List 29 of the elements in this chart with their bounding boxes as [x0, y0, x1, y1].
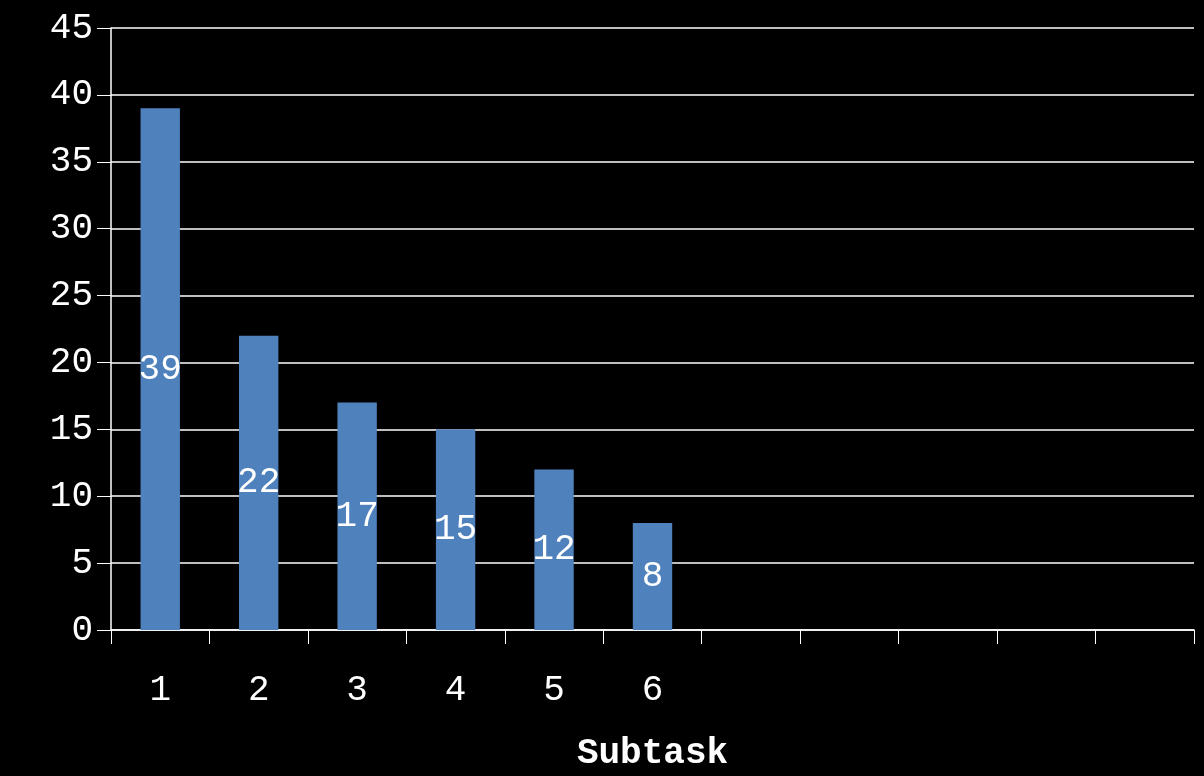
- x-tick-label: 5: [543, 669, 565, 711]
- x-tick-label: 3: [346, 669, 368, 711]
- x-tick-label: 1: [149, 669, 172, 711]
- y-tick-label: 30: [49, 208, 93, 250]
- data-label: 15: [433, 509, 478, 551]
- y-tick-label: 35: [49, 141, 93, 183]
- x-axis-title: Subtask: [576, 732, 729, 774]
- data-label: 8: [641, 555, 664, 597]
- bar: [337, 402, 377, 630]
- y-tick-label: 40: [49, 74, 93, 116]
- data-label: 22: [237, 462, 281, 504]
- y-tick-label: 5: [71, 542, 93, 584]
- y-tick-label: 10: [49, 475, 93, 517]
- x-tick-label: 4: [444, 669, 467, 711]
- data-label: 39: [138, 348, 182, 390]
- x-tick-label: 2: [247, 669, 270, 711]
- bar: [238, 335, 279, 630]
- bar: [632, 522, 673, 630]
- y-tick-label: 45: [49, 7, 93, 49]
- bar: [140, 108, 180, 630]
- y-tick-label: 25: [49, 275, 93, 317]
- bar: [534, 469, 574, 630]
- x-tick-label: 6: [641, 669, 664, 711]
- data-label: 12: [532, 529, 576, 571]
- y-tick-label: 20: [49, 341, 93, 383]
- y-tick-label: 0: [71, 609, 93, 651]
- data-label: 17: [335, 495, 379, 537]
- y-tick-label: 15: [49, 408, 93, 450]
- bar: [435, 429, 476, 630]
